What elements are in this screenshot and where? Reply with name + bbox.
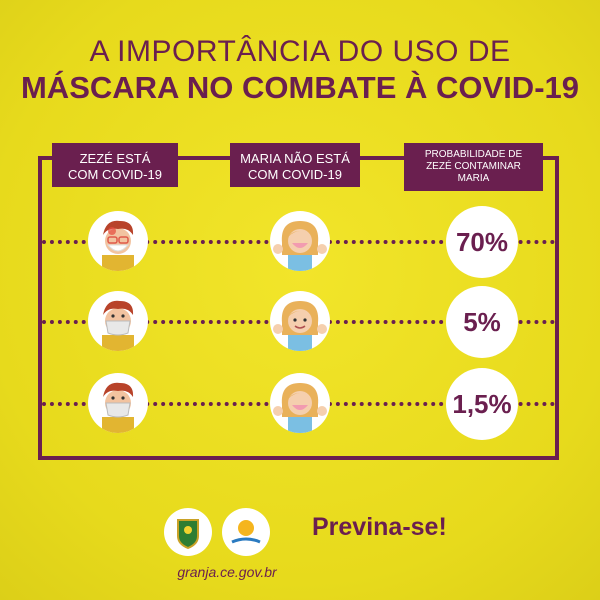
table-frame	[38, 156, 559, 460]
header-maria-line-1: MARIA NÃO ESTÁ	[240, 151, 350, 166]
website-link[interactable]: granja.ce.gov.br	[177, 564, 277, 580]
frame-top-segment	[543, 156, 559, 160]
maria-avatar-icon	[270, 211, 330, 271]
page-title: A IMPORTÂNCIA DO USO DE MÁSCARA NO COMBA…	[0, 34, 600, 106]
header-zeze: ZEZÉ ESTÁ COM COVID-19	[52, 143, 178, 187]
sun-logo-icon	[222, 508, 270, 556]
header-probability-line-2: ZEZÉ CONTAMINAR	[426, 161, 521, 172]
frame-top-segment	[360, 156, 404, 160]
header-probability-line-3: MARIA	[457, 173, 490, 184]
probability-value: 70%	[446, 206, 518, 278]
zeze-avatar-icon	[88, 211, 148, 271]
header-maria-line-2: COM COVID-19	[248, 167, 342, 182]
zeze-avatar-icon	[88, 291, 148, 351]
header-probability: PROBABILIDADE DE ZEZÉ CONTAMINAR MARIA	[404, 143, 543, 191]
frame-top-segment	[38, 156, 52, 160]
granja-crest-icon	[164, 508, 212, 556]
maria-avatar-icon	[270, 291, 330, 351]
frame-top-segment	[178, 156, 230, 160]
zeze-avatar-icon	[88, 373, 148, 433]
probability-value: 1,5%	[446, 368, 518, 440]
probability-value: 5%	[446, 286, 518, 358]
maria-avatar-icon	[270, 373, 330, 433]
header-probability-line-1: PROBABILIDADE DE	[424, 149, 523, 160]
header-zeze-line-1: ZEZÉ ESTÁ	[79, 151, 151, 166]
title-line-1: A IMPORTÂNCIA DO USO DE	[89, 35, 511, 68]
title-line-2: MÁSCARA NO COMBATE À COVID-19	[20, 70, 579, 105]
header-maria: MARIA NÃO ESTÁ COM COVID-19	[230, 143, 360, 187]
slogan: Previna-se!	[312, 513, 447, 541]
header-zeze-line-2: COM COVID-19	[68, 167, 162, 182]
